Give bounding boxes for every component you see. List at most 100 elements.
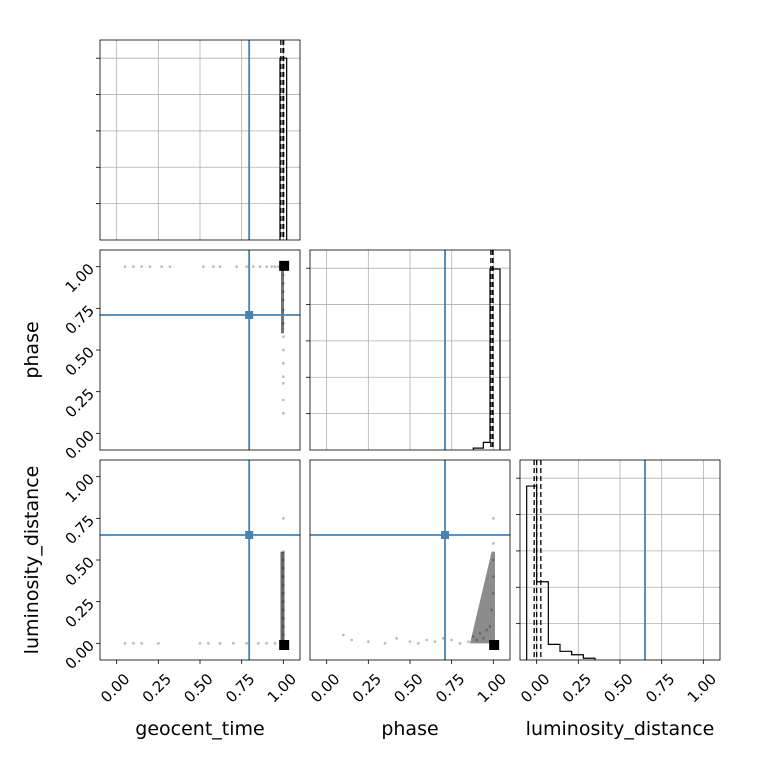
- sample-point: [201, 265, 205, 269]
- y-tick-label-phase-0: 0.00: [62, 427, 98, 463]
- sample-point: [140, 641, 144, 645]
- sample-point: [433, 640, 437, 644]
- sample-point: [211, 265, 215, 269]
- sample-point: [218, 641, 222, 645]
- sample-point: [281, 516, 285, 520]
- sample-point: [273, 641, 277, 645]
- sample-point: [273, 265, 277, 269]
- sample-point: [395, 636, 399, 640]
- sample-point: [265, 265, 269, 269]
- y-tick-label-phase-3: 0.75: [62, 302, 98, 338]
- x-tick-label-phase-2: 0.50: [390, 670, 426, 706]
- sample-point: [231, 641, 235, 645]
- max-posterior-marker-luminosity_distance_vs_geocent_time: [279, 640, 290, 650]
- sample-point: [281, 348, 285, 352]
- y-tick-label-phase-2: 0.50: [62, 343, 98, 379]
- sample-point: [131, 265, 135, 269]
- truth-marker-luminosity_distance_vs_phase: [441, 531, 449, 539]
- sample-point: [168, 265, 172, 269]
- sample-point: [256, 641, 260, 645]
- sample-point: [366, 640, 370, 644]
- y-tick-label-phase-1: 0.25: [62, 385, 98, 421]
- sample-point: [478, 631, 482, 635]
- sample-point: [198, 641, 202, 645]
- panel-frame-phase_vs_geocent_time: [99, 249, 301, 451]
- sample-point: [245, 641, 249, 645]
- max-posterior-marker-phase_vs_geocent_time: [279, 260, 290, 271]
- sample-point: [350, 638, 354, 642]
- sample-point: [490, 608, 494, 612]
- x-tick-label-geocent_time-4: 1.00: [264, 670, 300, 706]
- sample-point: [441, 636, 445, 640]
- panel-frame-geocent_time: [99, 39, 301, 241]
- sample-point: [341, 633, 345, 637]
- y-tick-label-phase-4: 1.00: [62, 260, 98, 296]
- y-axis-title-phase: phase: [21, 321, 43, 378]
- max-posterior-marker-luminosity_distance_vs_phase: [489, 640, 500, 650]
- sample-point: [281, 411, 285, 415]
- sample-point: [270, 265, 274, 269]
- y-tick-label-luminosity_distance-2: 0.50: [62, 553, 98, 589]
- x-axis-title-phase: phase: [381, 718, 438, 740]
- sample-point: [251, 265, 255, 269]
- sample-point: [491, 575, 495, 579]
- x-tick-label-luminosity_distance-4: 1.00: [684, 670, 720, 706]
- sample-point: [206, 641, 210, 645]
- sample-density-column: [280, 551, 285, 644]
- sample-point: [466, 640, 470, 644]
- sample-point: [235, 265, 239, 269]
- x-tick-label-phase-4: 1.00: [474, 670, 510, 706]
- sample-point: [123, 641, 127, 645]
- sample-point: [425, 638, 429, 642]
- x-tick-label-phase-0: 0.00: [307, 670, 343, 706]
- sample-point: [488, 625, 492, 629]
- sample-point: [408, 640, 412, 644]
- sample-density-wedge: [470, 551, 495, 644]
- panel-frame-luminosity_distance_vs_geocent_time: [99, 459, 301, 661]
- x-tick-label-luminosity_distance-1: 0.25: [559, 670, 595, 706]
- truth-marker-luminosity_distance_vs_geocent_time: [245, 531, 254, 539]
- x-tick-label-phase-1: 0.25: [349, 670, 385, 706]
- sample-point: [491, 541, 495, 545]
- sample-point: [471, 635, 475, 639]
- x-tick-label-luminosity_distance-2: 0.50: [600, 670, 636, 706]
- sample-point: [281, 361, 285, 365]
- x-tick-label-geocent_time-1: 0.25: [139, 670, 175, 706]
- sample-point: [281, 335, 285, 339]
- sample-point: [458, 641, 462, 645]
- x-tick-label-luminosity_distance-3: 0.75: [642, 670, 678, 706]
- sample-point: [281, 381, 285, 385]
- sample-point: [218, 265, 222, 269]
- sample-point: [281, 398, 285, 402]
- sample-point: [131, 641, 135, 645]
- x-tick-label-geocent_time-3: 0.75: [222, 670, 258, 706]
- sample-point: [265, 641, 269, 645]
- sample-point: [416, 641, 420, 645]
- sample-point: [160, 265, 164, 269]
- x-tick-label-luminosity_distance-0: 0.00: [517, 670, 553, 706]
- y-tick-label-luminosity_distance-0: 0.00: [62, 637, 98, 673]
- sample-point: [475, 638, 479, 642]
- scatter-panel-luminosity_distance_vs_phase: [309, 459, 511, 661]
- y-tick-label-luminosity_distance-4: 1.00: [62, 470, 98, 506]
- y-axis-title-luminosity_distance: luminosity_distance: [21, 466, 43, 655]
- sample-density-column: [281, 266, 284, 334]
- sample-point: [491, 558, 495, 562]
- sample-point: [245, 265, 249, 269]
- x-tick-label-geocent_time-0: 0.00: [97, 670, 133, 706]
- sample-point: [258, 265, 262, 269]
- truth-marker-phase_vs_geocent_time: [245, 311, 254, 319]
- sample-point: [481, 636, 485, 640]
- x-tick-label-geocent_time-2: 0.50: [180, 670, 216, 706]
- scatter-panel-phase_vs_geocent_time: [99, 249, 301, 451]
- sample-point: [276, 265, 280, 269]
- y-tick-label-luminosity_distance-3: 0.75: [62, 512, 98, 548]
- sample-point: [156, 641, 160, 645]
- x-axis-title-luminosity_distance: luminosity_distance: [526, 718, 715, 740]
- sample-point: [491, 591, 495, 595]
- x-tick-label-phase-3: 0.75: [432, 670, 468, 706]
- hist-panel-luminosity_distance: [516, 459, 721, 661]
- panel-frame-phase: [309, 249, 511, 451]
- sample-point: [383, 641, 387, 645]
